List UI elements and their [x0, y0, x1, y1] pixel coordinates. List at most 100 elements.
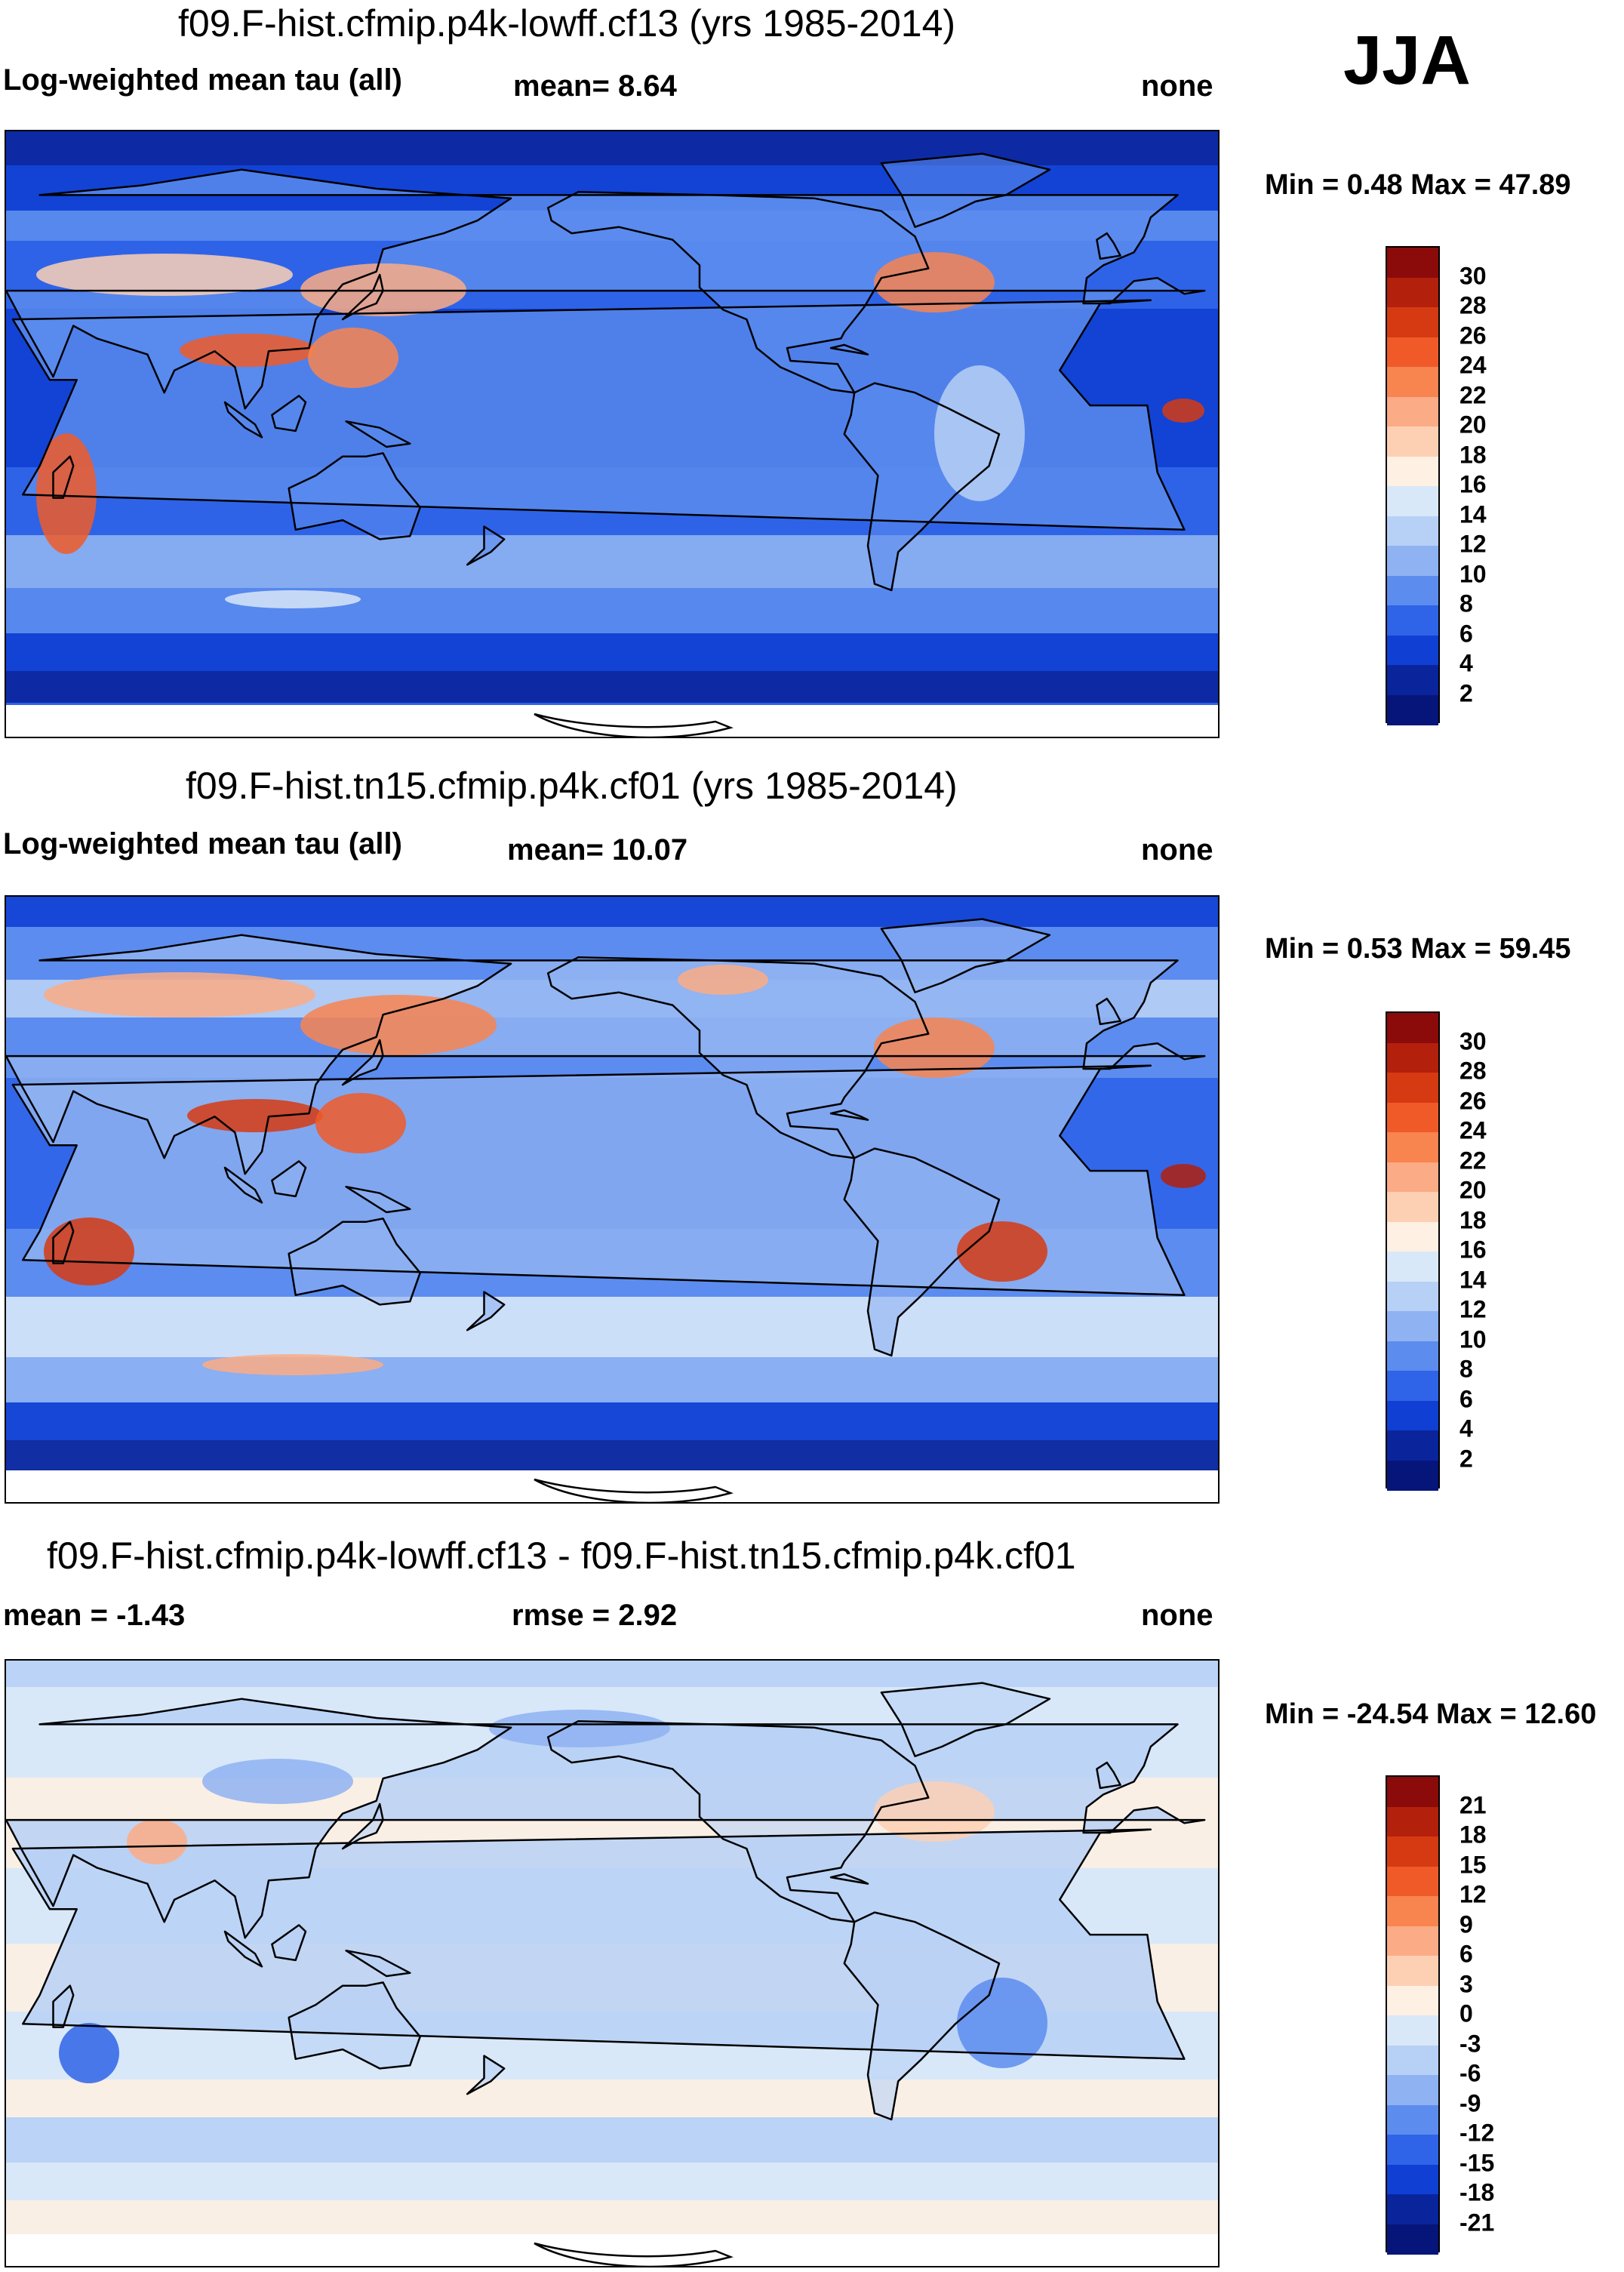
- colorbar-segment: [1387, 396, 1438, 427]
- colorbar-segment: [1387, 2075, 1438, 2105]
- colorbar-tick-label: -6: [1459, 2059, 1481, 2087]
- colorbar-segment: [1387, 2045, 1438, 2076]
- colorbar-segment: [1387, 546, 1438, 576]
- colorbar-tick-label: 9: [1459, 1910, 1473, 1938]
- panel-1-minmax: Min = 0.48 Max = 47.89: [1265, 169, 1571, 201]
- colorbar-tick-label: 8: [1459, 1355, 1473, 1383]
- colorbar-tick-label: -21: [1459, 2209, 1495, 2236]
- colorbar-tick-label: 24: [1459, 1116, 1487, 1144]
- colorbar-segment: [1387, 2194, 1438, 2224]
- colorbar-segment: [1387, 605, 1438, 636]
- colorbar-segment: [1387, 1777, 1438, 1807]
- colorbar-segment: [1387, 1042, 1438, 1073]
- colorbar-segment: [1387, 694, 1438, 725]
- colorbar-tick-label: -15: [1459, 2149, 1495, 2176]
- panel-2-map: [5, 895, 1220, 1504]
- colorbar-segment: [1387, 2015, 1438, 2046]
- colorbar-segment: [1387, 575, 1438, 606]
- colorbar-tick-label: 21: [1459, 1791, 1487, 1818]
- panel-1-field-label: Log-weighted mean tau (all): [3, 63, 402, 97]
- panel-3-map: [5, 1659, 1220, 2267]
- panel-3-units-label: none: [1141, 1599, 1213, 1632]
- panel-3-rmse-label: rmse = 2.92: [512, 1599, 678, 1632]
- colorbar-segment: [1387, 1400, 1438, 1431]
- colorbar-tick-label: 28: [1459, 291, 1487, 319]
- colorbar-box: [1386, 246, 1440, 725]
- colorbar-tick-label: 4: [1459, 649, 1473, 677]
- panel-3-mean-label: mean = -1.43: [3, 1599, 186, 1632]
- colorbar-segment: [1387, 1073, 1438, 1103]
- colorbar-tick-label: 6: [1459, 620, 1473, 647]
- colorbar-tick-label: 18: [1459, 1206, 1487, 1233]
- panel-3-title: f09.F-hist.cfmip.p4k-lowff.cf13 - f09.F-…: [47, 1535, 1076, 1577]
- panel-2-minmax: Min = 0.53 Max = 59.45: [1265, 933, 1571, 965]
- colorbar-tick-label: 0: [1459, 2000, 1473, 2027]
- colorbar-segment: [1387, 367, 1438, 397]
- colorbar-segment: [1387, 1013, 1438, 1043]
- colorbar-segment: [1387, 2135, 1438, 2165]
- colorbar-segment: [1387, 1281, 1438, 1312]
- colorbar-tick-label: 30: [1459, 262, 1487, 289]
- colorbar-segment: [1387, 277, 1438, 308]
- colorbar-segment: [1387, 1132, 1438, 1162]
- colorbar-tick-label: 12: [1459, 530, 1487, 558]
- colorbar-tick-label: 10: [1459, 1325, 1487, 1353]
- colorbar-tick-label: 18: [1459, 1821, 1487, 1849]
- panel-2-field-label: Log-weighted mean tau (all): [3, 827, 402, 860]
- colorbar-segment: [1387, 307, 1438, 337]
- colorbar-segment: [1387, 248, 1438, 278]
- colorbar-segment: [1387, 1192, 1438, 1222]
- panel-3-minmax: Min = -24.54 Max = 12.60: [1265, 1698, 1597, 1730]
- colorbar-tick-label: 2: [1459, 679, 1473, 707]
- colorbar-tick-label: 10: [1459, 560, 1487, 587]
- colorbar-tick-label: 28: [1459, 1057, 1487, 1085]
- colorbar-segment: [1387, 426, 1438, 457]
- colorbar-segment: [1387, 665, 1438, 695]
- colorbar-box: [1386, 1775, 1440, 2255]
- colorbar-segment: [1387, 337, 1438, 368]
- colorbar-tick-label: 30: [1459, 1027, 1487, 1054]
- colorbar-tick-label: 26: [1459, 322, 1487, 349]
- colorbar-segment: [1387, 456, 1438, 487]
- colorbar-segment: [1387, 1341, 1438, 1372]
- colorbar-tick-label: -3: [1459, 2030, 1481, 2057]
- colorbar-tick-label: 22: [1459, 381, 1487, 408]
- colorbar-segment: [1387, 2104, 1438, 2135]
- colorbar-tick-label: 12: [1459, 1880, 1487, 1908]
- colorbar-segment: [1387, 1311, 1438, 1341]
- colorbar-tick-label: 6: [1459, 1940, 1473, 1968]
- colorbar-segment: [1387, 2224, 1438, 2255]
- panel-2-mean-label: mean= 10.07: [507, 833, 688, 867]
- colorbar-segment: [1387, 1866, 1438, 1897]
- colorbar-tick-label: 20: [1459, 1176, 1487, 1204]
- season-label: JJA: [1343, 22, 1471, 99]
- panel-1-units-label: none: [1141, 69, 1213, 103]
- colorbar-tick-label: -9: [1459, 2089, 1481, 2117]
- colorbar-tick-label: 20: [1459, 411, 1487, 439]
- colorbar-segment: [1387, 1371, 1438, 1401]
- panel-1-map: [5, 130, 1220, 738]
- panel-1-title: f09.F-hist.cfmip.p4k-lowff.cf13 (yrs 198…: [178, 2, 956, 45]
- colorbar-tick-label: 12: [1459, 1295, 1487, 1323]
- colorbar-segment: [1387, 1956, 1438, 1986]
- colorbar-tick-label: -12: [1459, 2119, 1495, 2147]
- colorbar-segment: [1387, 1806, 1438, 1837]
- colorbar-box: [1386, 1011, 1440, 1491]
- colorbar-segment: [1387, 635, 1438, 666]
- panel-2-units-label: none: [1141, 833, 1213, 867]
- colorbar-segment: [1387, 1162, 1438, 1193]
- colorbar-tick-label: 26: [1459, 1087, 1487, 1114]
- colorbar-segment: [1387, 1836, 1438, 1867]
- colorbar-tick-label: 16: [1459, 1236, 1487, 1264]
- panel-1-mean-label: mean= 8.64: [513, 69, 677, 103]
- colorbar-tick-label: 14: [1459, 1266, 1487, 1293]
- colorbar-tick-label: 2: [1459, 1445, 1473, 1472]
- colorbar-segment: [1387, 1926, 1438, 1956]
- colorbar-tick-label: 4: [1459, 1415, 1473, 1442]
- panel-2-title: f09.F-hist.tn15.cfmip.p4k.cf01 (yrs 1985…: [186, 765, 958, 807]
- colorbar-segment: [1387, 1221, 1438, 1252]
- colorbar-segment: [1387, 1102, 1438, 1133]
- colorbar-tick-label: 3: [1459, 1970, 1473, 1997]
- colorbar-segment: [1387, 1460, 1438, 1491]
- colorbar-tick-label: 14: [1459, 500, 1487, 528]
